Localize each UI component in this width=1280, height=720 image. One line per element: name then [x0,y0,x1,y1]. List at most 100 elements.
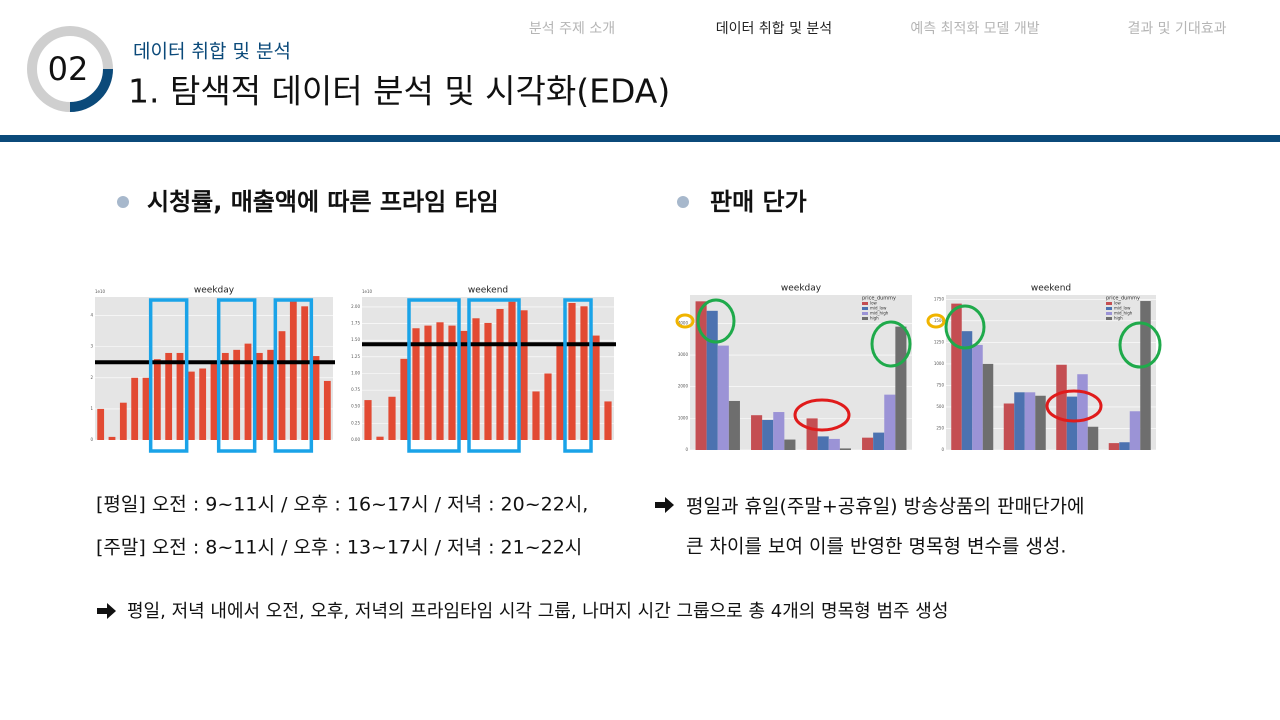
arrow-icon [97,603,116,619]
bar [951,303,962,450]
y-tick-label: 1500 [934,318,945,323]
legend-swatch [1106,302,1112,305]
bar [817,436,829,450]
bar [706,310,718,450]
bar [1087,426,1099,450]
nav: 분석 주제 소개 데이터 취합 및 분석 예측 최적화 모델 개발 결과 및 기대효과 [529,21,1227,37]
bar [884,394,896,450]
bar [828,438,840,450]
bar [97,408,105,440]
y-tick-label: 0 [90,437,93,442]
annotation-circle [870,320,912,368]
legend-label: low [1114,301,1122,306]
legend-title: price_dummy [862,296,896,302]
bar [131,377,139,440]
highlight-box [407,298,461,453]
conclusion: 평일, 저녁 내에서 오전, 오후, 저녁의 프라임타임 시각 그룹, 나머지 … [127,601,948,622]
bar [1014,392,1025,450]
annotation-circle [944,304,986,350]
y-tick-label: 0 [685,447,688,452]
right-line: 평일과 휴일(주말+공휴일) 방송상품의 판매단가에 [686,496,1084,518]
bar [165,352,173,440]
y-tick-label: 1 [90,406,93,411]
annotation-circle [926,313,946,329]
badge-arc [69,68,113,112]
bar [982,363,994,450]
legend-swatch [1106,307,1112,310]
bar [604,401,612,440]
y-tick-label: 0.75 [351,387,360,392]
bar [244,343,252,440]
y-tick-label: 0 [941,447,944,452]
bar [695,301,707,450]
bar [544,373,552,440]
bar [153,359,161,440]
chart-title: weekday [194,286,235,296]
y-tick-label: 0.25 [351,420,360,425]
bar [460,330,468,440]
bar [839,448,851,450]
bar [1119,442,1130,450]
bar [484,322,492,440]
slide-title: 1. 탐색적 데이터 분석 및 시각화(EDA) [128,72,670,111]
y-tick-label: 1000 [678,415,689,420]
bar [556,345,564,440]
y-tick-label: 3000 [678,352,689,357]
y-tick-label: 1.00 [351,370,360,375]
y-tick-label: 1250 [934,339,945,344]
y-tick-label: 1.50 [351,337,360,342]
legend-swatch [862,317,868,320]
bar [961,331,973,450]
bar [784,439,796,450]
left-line: [평일] 오전 : 9~11시 / 오후 : 16~17시 / 저녁 : 20~… [96,494,588,516]
bar [412,328,420,440]
y-tick-label: 2000 [678,384,689,389]
bar [376,436,384,440]
y-tick-label: 500 [936,404,944,409]
bar [436,322,444,440]
y-tick-label: 4000 [678,320,689,325]
bar [895,326,907,450]
bar [1003,403,1015,450]
bar [388,396,396,440]
nav-item: 분석 주제 소개 [529,21,615,37]
annotation-circle [1045,389,1103,423]
bar [108,436,116,440]
bullet [677,196,689,208]
bar [862,437,874,450]
bar [142,377,150,440]
legend-label: mid_low [1114,306,1131,311]
highlight-box [148,298,189,453]
y-tick-label: 2.00 [351,304,360,309]
left-line: [주말] 오전 : 8~11시 / 오후 : 13~17시 / 저녁 : 21~… [96,537,582,559]
y-tick-label: 0.50 [351,404,360,409]
bar [773,412,785,450]
right-heading: 판매 단가 [710,188,807,216]
bar [1140,301,1151,450]
charts: weekday 1e10 0 1 2 3 4 weekend 1e10 0.00 0.25 0.50 0… [90,284,1162,453]
bar [1024,392,1036,450]
bar [448,325,456,440]
bar [1129,411,1141,450]
bar [400,358,408,440]
bar [1108,443,1120,450]
legend-label: high [1114,316,1123,321]
header-rule [0,135,1280,142]
bar [496,308,504,440]
legend-swatch [862,307,868,310]
y-tick-label: 3 [90,344,93,349]
legend-label: mid_low [870,306,887,311]
y-tick-label: 1.25 [351,354,360,359]
bar [580,306,588,440]
bar [278,331,286,440]
bar [210,362,218,440]
bar [472,318,480,440]
bar [176,352,184,440]
legend-swatch [862,302,868,305]
bar [289,300,297,440]
legend-label: mid_high [870,311,889,316]
annotation-circle [675,313,695,329]
nav-item: 데이터 취합 및 분석 [716,21,832,37]
legend-swatch [862,312,868,315]
